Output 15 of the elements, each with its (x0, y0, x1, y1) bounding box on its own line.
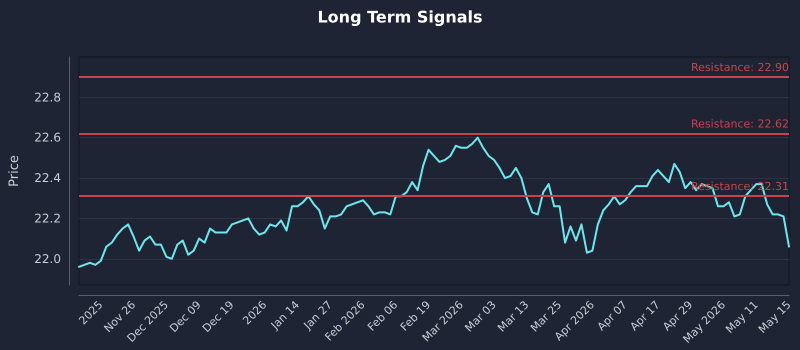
chart-title: Long Term Signals (317, 8, 483, 26)
y-tick-label: 22.0 (34, 252, 61, 266)
y-tick-label: 22.8 (34, 90, 61, 104)
x-tick-label: Jan 14 (268, 298, 302, 333)
x-tick-label: Apr 07 (594, 298, 630, 334)
ref-line-label: Resistance: 22.62 (691, 118, 789, 131)
x-tick-label: Dec 19 (200, 298, 237, 335)
y-axis-title: Price (7, 155, 22, 187)
y-tick-label: 22.6 (34, 130, 61, 145)
y-tick-label: 22.2 (34, 211, 61, 226)
y-tick-label: 22.4 (34, 171, 61, 186)
ref-line-label: Resistance: 22.90 (691, 61, 789, 74)
x-tick-label: Apr 17 (628, 298, 663, 334)
line-series (78, 136, 790, 268)
x-tick-label: Feb 06 (365, 298, 400, 334)
